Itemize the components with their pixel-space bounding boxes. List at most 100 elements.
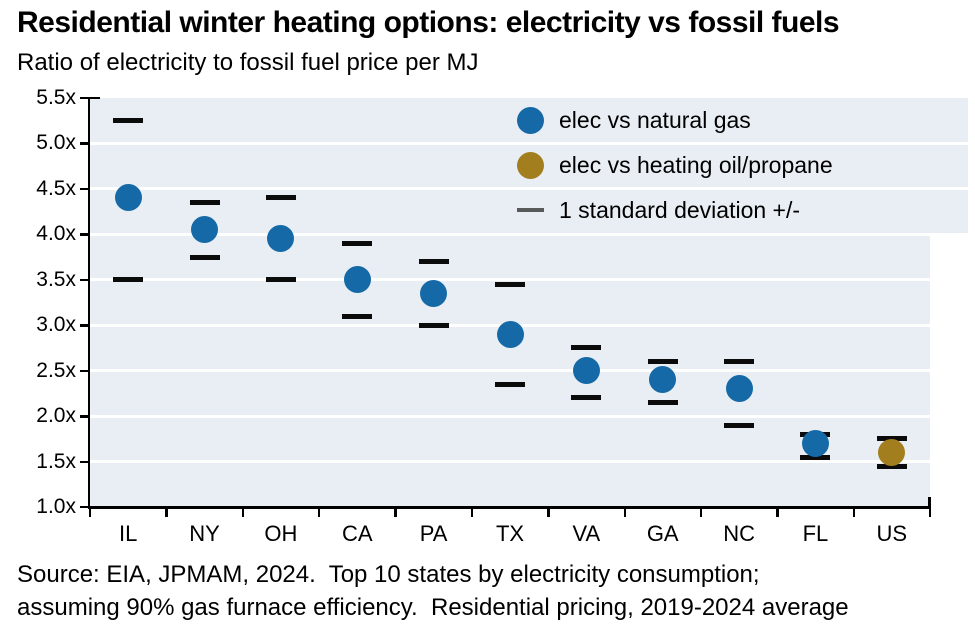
y-axis-tick (80, 187, 89, 191)
x-axis-tick (394, 508, 397, 517)
y-axis-tick (80, 506, 89, 509)
y-axis-tick (80, 278, 89, 282)
x-axis-tick (776, 508, 779, 517)
data-point-US-heating-oil (878, 438, 906, 466)
source-note-line2: assuming 90% gas furnace efficiency. Res… (17, 594, 849, 621)
gridline (90, 278, 930, 282)
error-bar-low-US (876, 463, 907, 469)
y-axis-tick (80, 324, 89, 327)
gridline (90, 232, 930, 236)
error-bar-high-NY (189, 200, 220, 206)
legend-row-separator (500, 186, 968, 190)
y-axis-tick-label: 4.5x (36, 176, 76, 200)
x-axis-tick-label: CA (341, 521, 373, 546)
heating-oil-marker-icon (517, 151, 544, 179)
legend-item-label: elec vs heating oil/propane (559, 151, 833, 178)
x-axis-tick (547, 508, 550, 517)
x-axis-tick-label: IL (118, 521, 138, 546)
error-bar-low-FL (800, 454, 831, 460)
data-point-NC-natural-gas (725, 375, 753, 403)
x-axis-tick-label: NC (723, 521, 755, 546)
x-axis-tick-label: PA (419, 521, 448, 546)
error-bar-high-GA (647, 359, 678, 365)
data-point-CA-natural-gas (343, 266, 371, 294)
error-bar-low-PA (418, 322, 449, 328)
x-axis-tick (929, 508, 932, 517)
x-axis-tick-label: US (876, 521, 908, 546)
x-axis-tick-label: VA (572, 521, 601, 546)
std-deviation-marker-icon (517, 208, 544, 212)
x-axis-tick (89, 508, 92, 517)
y-axis-tick-label: 3.0x (36, 313, 76, 337)
legend-row-separator (500, 141, 968, 145)
y-axis-tick-label: 1.5x (36, 449, 76, 473)
x-axis-tick (165, 508, 168, 517)
data-point-OH-natural-gas (267, 225, 295, 253)
x-axis-tick (470, 508, 474, 517)
error-bar-low-VA (571, 395, 602, 401)
y-axis-tick-label: 4.0x (36, 222, 76, 246)
chart-title: Residential winter heating options: elec… (17, 6, 840, 39)
error-bar-low-GA (647, 399, 678, 405)
x-axis-line (87, 506, 931, 509)
x-axis-tick-label: OH (264, 521, 298, 546)
x-axis-tick (852, 508, 856, 517)
error-bar-low-OH (265, 277, 296, 283)
error-bar-low-CA (342, 313, 373, 319)
x-axis-tick (699, 508, 703, 517)
y-axis-tick (80, 142, 89, 145)
x-axis-tick (623, 508, 626, 517)
y-axis-tick (80, 460, 89, 463)
gridline (90, 414, 930, 418)
y-axis-line (87, 97, 90, 509)
legend: elec vs natural gas elec vs heating oil/p… (500, 98, 968, 233)
data-point-TX-natural-gas (496, 320, 524, 348)
legend-item-label: elec vs natural gas (559, 106, 751, 133)
gridline (90, 460, 930, 464)
y-axis-tick (80, 233, 89, 236)
data-point-PA-natural-gas (420, 279, 448, 307)
y-axis-tick-label: 2.0x (36, 404, 76, 428)
x-axis-tick (241, 508, 245, 517)
gridline (90, 369, 930, 373)
x-axis-tick-label: GA (646, 521, 679, 546)
natural-gas-marker-icon (517, 106, 544, 134)
legend-item-label: 1 standard deviation +/- (559, 196, 801, 223)
y-axis-tick-label: 5.0x (36, 131, 76, 155)
x-axis-right-cap (928, 497, 931, 508)
legend-item-heating-oil: elec vs heating oil/propane (500, 143, 968, 187)
x-axis-tick-label: TX (495, 521, 525, 546)
y-axis-tick-label: 2.5x (36, 358, 76, 382)
source-note-line1: Source: EIA, JPMAM, 2024. Top 10 states … (17, 561, 760, 588)
y-axis-tick (80, 415, 89, 418)
chart-subtitle: Ratio of electricity to fossil fuel pric… (17, 49, 479, 76)
error-bar-high-US (876, 436, 907, 442)
data-point-NY-natural-gas (191, 216, 219, 244)
y-axis-tick (80, 97, 89, 100)
data-point-FL-natural-gas (801, 429, 829, 457)
error-bar-high-TX (495, 281, 525, 287)
legend-item-std-deviation: 1 standard deviation +/- (500, 188, 968, 232)
error-bar-high-CA (342, 240, 373, 246)
error-bar-high-NC (724, 359, 755, 365)
x-axis-tick (318, 508, 321, 517)
error-bar-low-NC (724, 422, 755, 428)
error-bar-high-PA (418, 259, 449, 265)
y-axis-top-cap (87, 97, 100, 100)
error-bar-high-VA (571, 345, 602, 351)
x-axis-tick-label: FL (802, 521, 829, 546)
error-bar-high-OH (265, 195, 296, 201)
error-bar-low-NY (189, 254, 220, 260)
error-bar-high-IL (113, 118, 144, 124)
x-axis-tick-label: NY (189, 521, 220, 546)
error-bar-low-TX (495, 381, 525, 387)
y-axis-tick-label: 1.0x (36, 495, 76, 518)
y-axis-tick-label: 5.5x (36, 86, 76, 109)
data-point-GA-natural-gas (649, 366, 677, 394)
data-point-IL-natural-gas (114, 184, 142, 212)
data-point-VA-natural-gas (572, 357, 600, 385)
legend-item-natural-gas: elec vs natural gas (500, 98, 968, 142)
error-bar-low-IL (113, 277, 144, 283)
y-axis-tick (80, 369, 89, 373)
